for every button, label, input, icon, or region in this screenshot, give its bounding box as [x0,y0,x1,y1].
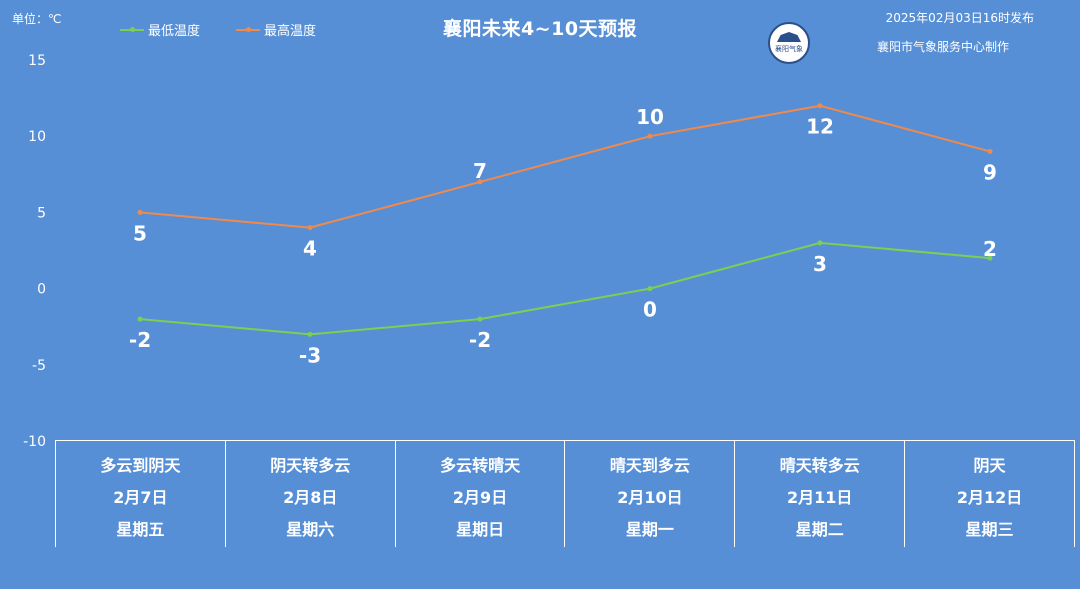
forecast-column: 阴天 2月12日 星期三 [904,441,1075,547]
data-point [647,286,653,292]
data-point [987,148,993,154]
data-point [307,225,313,231]
legend-item-min: 最低温度 [120,20,200,39]
data-label: 3 [813,252,827,276]
series-line [139,241,991,336]
data-point [307,331,313,337]
weather-text: 晴天转多云 [779,456,860,475]
date-text: 2月7日 [113,488,168,507]
forecast-column: 多云到阴天 2月7日 星期五 [55,441,225,547]
date-text: 2月12日 [956,488,1023,507]
y-tick-label: 5 [37,205,46,221]
weekday-text: 星期日 [456,520,505,539]
series-line [139,104,991,229]
forecast-column: 晴天转多云 2月11日 星期二 [734,441,904,547]
weekday-text: 星期三 [965,520,1014,539]
data-label: 4 [303,237,317,261]
data-label: 2 [983,237,997,261]
legend-swatch-min [120,26,144,32]
publish-time: 2025年02月03日16时发布 [885,11,1034,25]
y-tick-label: 10 [28,129,46,145]
weather-text: 多云转晴天 [440,456,521,475]
data-label: 10 [636,105,664,129]
data-label: 0 [643,298,657,322]
data-point [477,316,483,322]
data-label: -2 [469,328,491,352]
legend-label-min: 最低温度 [148,24,201,39]
weekday-text: 星期六 [286,520,335,539]
data-label: 9 [983,160,997,184]
y-tick-label: -5 [32,358,46,374]
organization: 襄阳市气象服务中心制作 [877,40,1010,54]
forecast-column: 阴天转多云 2月8日 星期六 [224,441,395,547]
data-point [137,316,143,322]
data-point [817,240,823,246]
data-label: -2 [129,328,151,352]
weather-bureau-logo: 襄阳气象 [768,22,810,64]
legend-swatch-max [236,26,260,32]
data-point [987,255,993,261]
chart-title: 襄阳未来4~10天预报 [442,18,638,40]
data-label: 12 [806,115,834,139]
forecast-table: 多云到阴天 2月7日 星期五 阴天转多云 2月8日 星期六 多云转晴天 2月9日… [55,440,1075,547]
weekday-text: 星期五 [116,520,165,539]
date-text: 2月11日 [787,488,853,507]
data-point [477,179,483,185]
data-label: 7 [473,159,487,183]
weather-text: 阴天 [973,456,1006,475]
forecast-column: 多云转晴天 2月9日 星期日 [394,441,565,547]
weather-text: 阴天转多云 [270,456,351,475]
legend-item-max: 最高温度 [236,20,316,39]
legend-label-max: 最高温度 [264,24,317,39]
y-tick-label: 15 [28,53,46,69]
weather-text: 多云到阴天 [100,456,181,475]
logo-text: 襄阳气象 [775,45,803,53]
y-tick-label: 0 [37,282,46,298]
building-icon [777,32,801,42]
date-text: 2月10日 [617,488,683,507]
data-point [817,103,823,109]
y-tick-label: -10 [23,434,46,450]
data-point [647,133,653,139]
date-text: 2月8日 [283,488,338,507]
data-label: 5 [133,221,147,245]
data-point [137,209,143,215]
weekday-text: 星期二 [795,520,844,539]
date-text: 2月9日 [452,488,508,507]
weekday-text: 星期一 [625,520,674,539]
unit-label: 单位：℃ [12,12,62,26]
data-label: -3 [299,343,321,367]
forecast-column: 晴天到多云 2月10日 星期一 [564,441,734,547]
weather-text: 晴天到多云 [609,456,690,475]
